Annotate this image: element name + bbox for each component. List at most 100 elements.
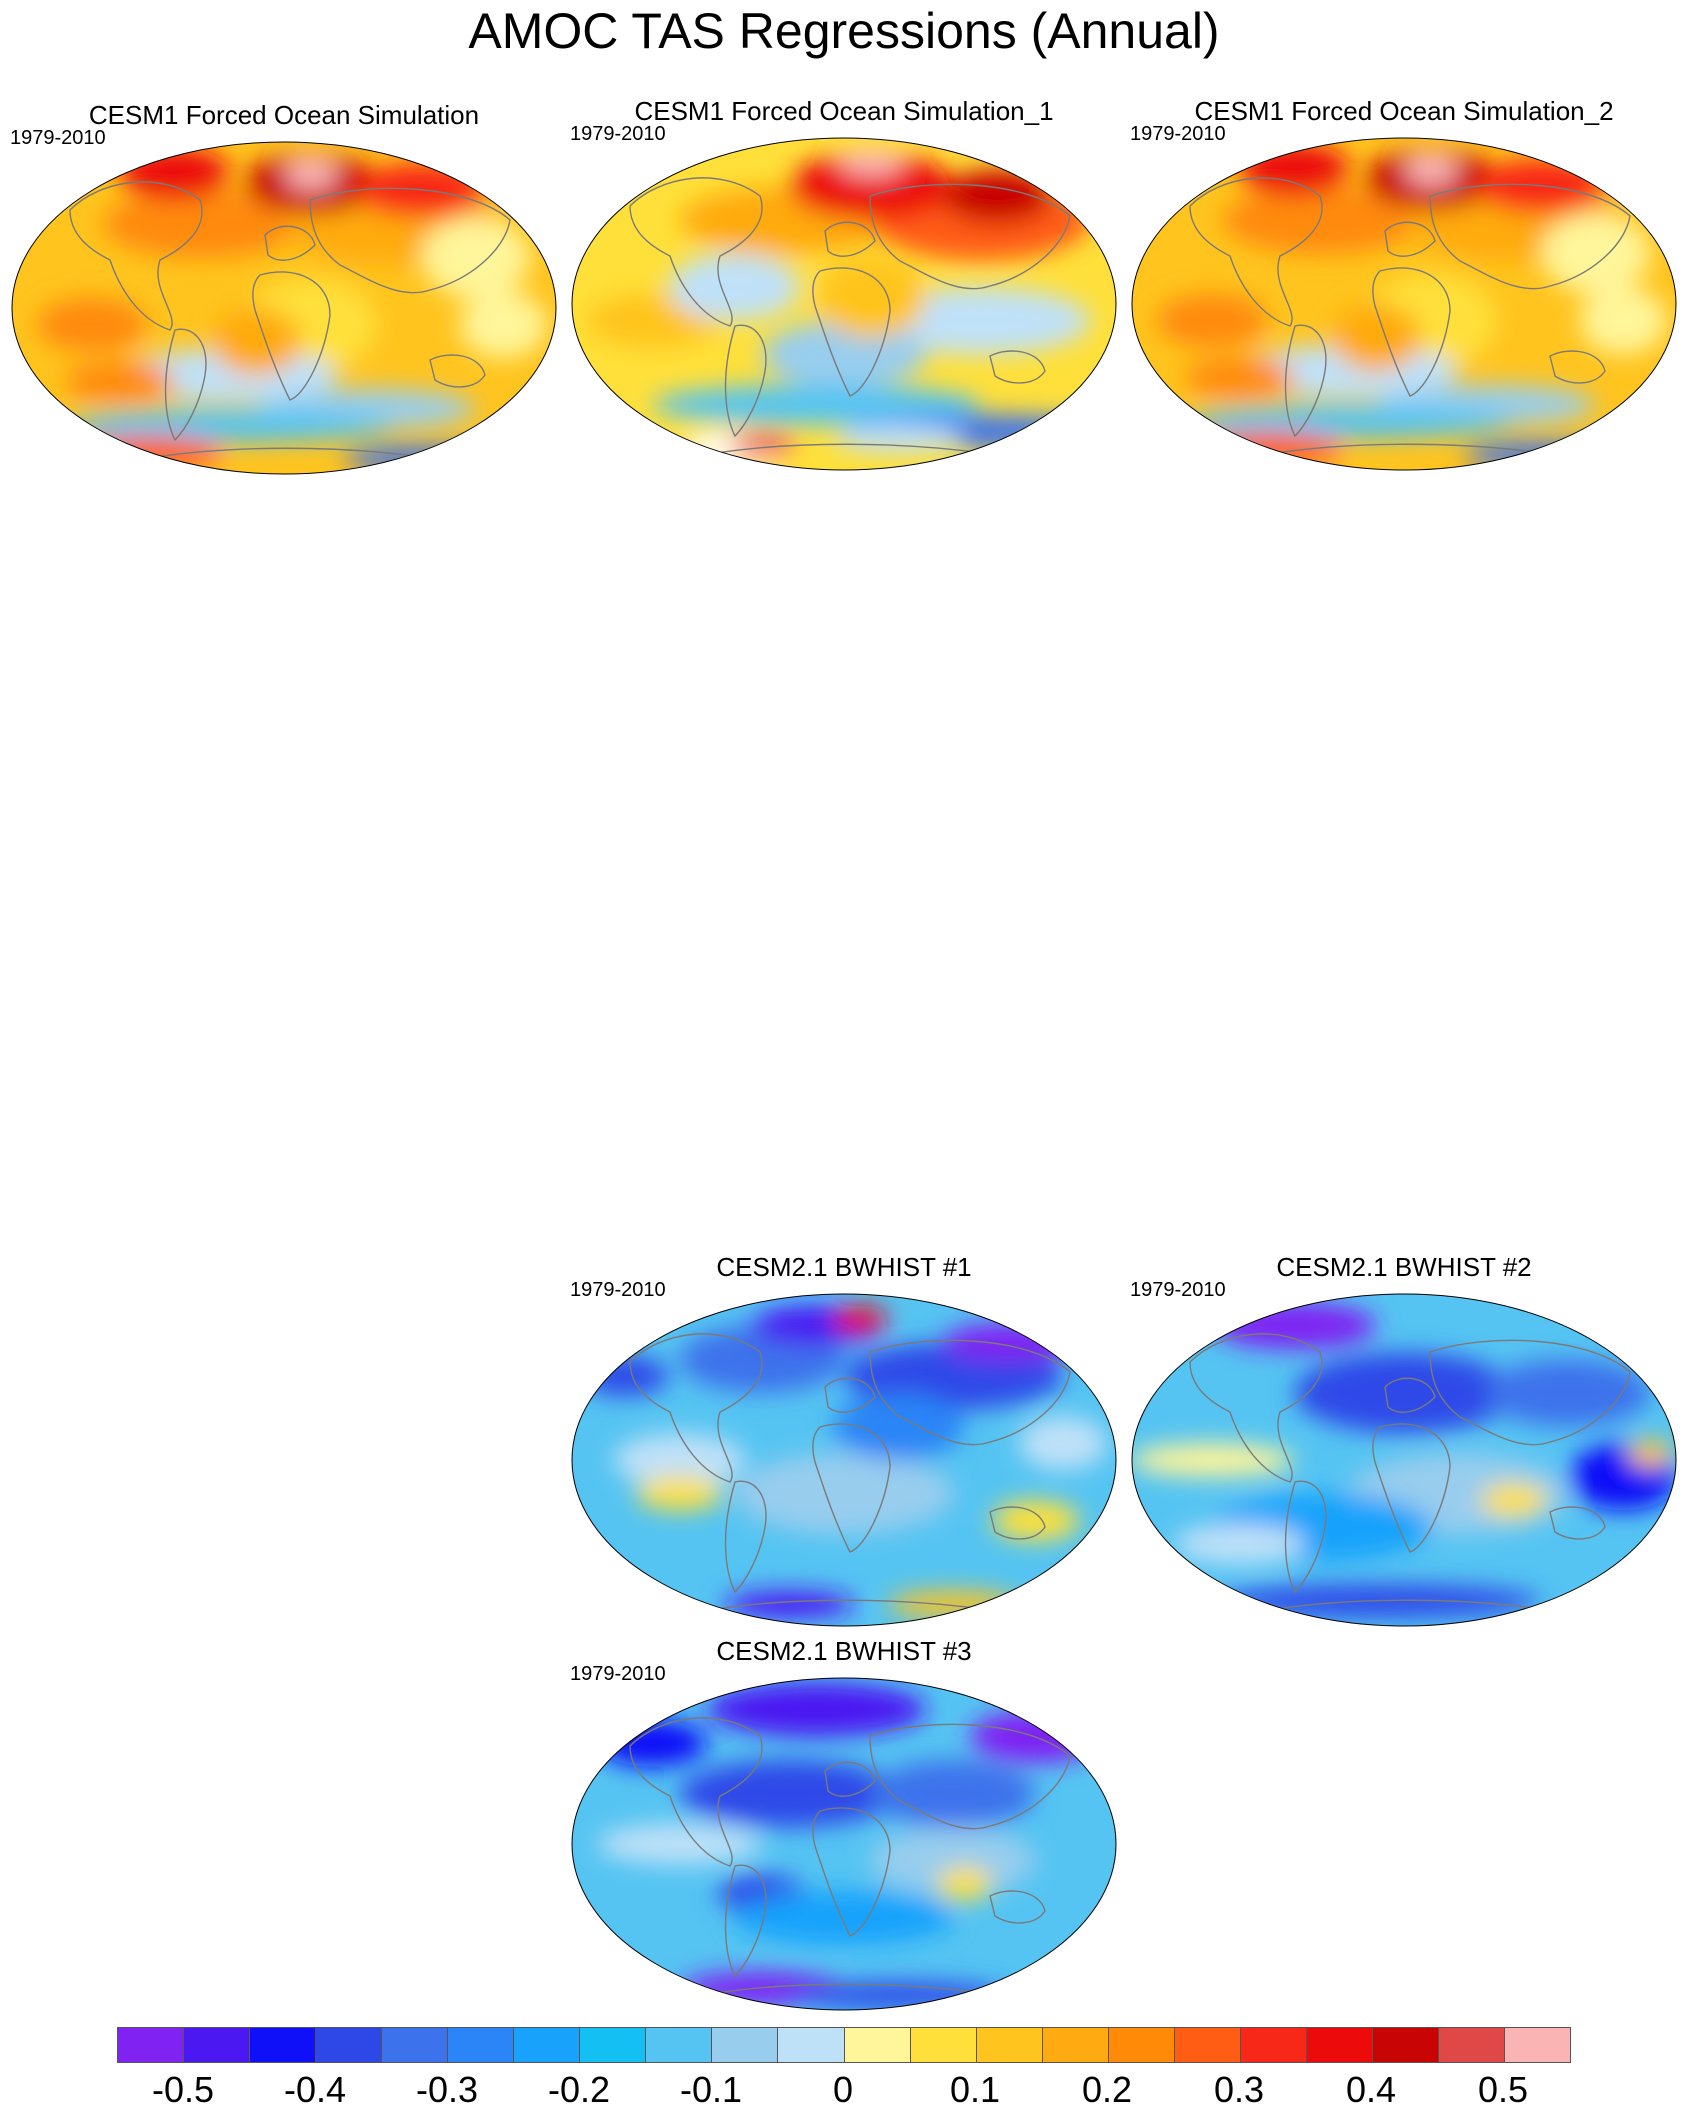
anomaly-region [1628, 1439, 1673, 1467]
panel-title: CESM1 Forced Ocean Simulation [88, 100, 480, 130]
colorbar-swatch [1372, 2028, 1439, 2062]
anomaly-region [1404, 152, 1459, 187]
coastline [709, 1983, 991, 1995]
panel-years: 1979-2010 [10, 127, 106, 149]
anomaly-region [1239, 142, 1350, 197]
anomaly-region [37, 297, 148, 352]
anomaly-region [1480, 1483, 1547, 1518]
anomaly-region [119, 146, 230, 201]
coastline [1549, 1506, 1606, 1540]
panel-title: CESM1 Forced Ocean Simulation_1 [634, 96, 1054, 126]
map-border [571, 137, 1117, 471]
panel-title: CESM2.1 BWHIST #2 [1276, 1252, 1532, 1282]
figure-title: AMOC TAS Regressions (Annual) [468, 3, 1220, 59]
anomaly-region [833, 1392, 965, 1460]
world-map [1131, 1293, 1677, 1627]
panel-years: 1979-2010 [570, 123, 666, 145]
anomaly-region [1019, 1416, 1108, 1471]
anomaly-region [459, 291, 548, 359]
anomaly-region [1157, 293, 1267, 348]
anomaly-region [597, 1823, 762, 1865]
anomaly-region [937, 1867, 992, 1902]
coastline [812, 1807, 891, 1937]
coastline [1189, 177, 1323, 327]
coastline [812, 267, 891, 397]
anomaly-region [70, 435, 224, 470]
coastline [1384, 221, 1436, 257]
colorbar-swatch [1438, 2028, 1505, 2062]
anomaly-region [1294, 1352, 1514, 1434]
coastline [264, 225, 316, 261]
anomaly-region [1486, 1359, 1651, 1427]
coastline [429, 354, 486, 388]
colorbar-tick-label: 0.1 [949, 2069, 1001, 2110]
coastline [709, 443, 991, 455]
anomaly-region [728, 435, 795, 456]
colorbar-swatch [250, 2028, 317, 2062]
anomaly-region [833, 1305, 888, 1333]
anomaly-region [1223, 186, 1421, 254]
coastline [989, 350, 1046, 384]
anomaly-region [707, 1682, 927, 1737]
coastline [724, 1864, 767, 1978]
anomaly-region [991, 1500, 1080, 1541]
colorbar-tick-label: -0.2 [547, 2069, 611, 2110]
coastline [629, 1717, 763, 1867]
anomaly-region [284, 156, 339, 191]
anomaly-region [212, 308, 301, 376]
coastline [1269, 1599, 1551, 1611]
world-map [11, 141, 557, 475]
anomaly-region [871, 1760, 1036, 1828]
colorbar-swatch [1108, 2028, 1175, 2062]
panel-years: 1979-2010 [1130, 123, 1226, 145]
coastline [824, 221, 876, 257]
anomaly-region [833, 424, 965, 452]
coastline [1429, 183, 1631, 290]
coastline [629, 177, 763, 327]
panel-years: 1979-2010 [570, 1279, 666, 1301]
colorbar-swatch [184, 2028, 251, 2062]
panel-title: CESM1 Forced Ocean Simulation_2 [1194, 96, 1614, 126]
anomaly-region [679, 1760, 899, 1828]
coastline [1429, 1339, 1631, 1446]
map-panel: CESM1 Forced Ocean Simulation_2 1979-2010 [1130, 96, 1678, 476]
panel-years: 1979-2010 [1130, 1279, 1226, 1301]
colorbar-swatch [316, 2028, 383, 2062]
coastline [989, 1506, 1046, 1540]
colorbar-tick-label: -0.5 [151, 2069, 215, 2110]
coastline [1269, 443, 1551, 455]
coastline [1372, 267, 1451, 397]
anomaly-region [421, 217, 531, 298]
anomaly-region [1475, 159, 1607, 214]
panel-years: 1979-2010 [570, 1663, 666, 1685]
map-panel: CESM2.1 BWHIST #1 1979-2010 [570, 1252, 1118, 1632]
anomaly-region [1184, 404, 1514, 439]
anomaly-region [1132, 1443, 1295, 1477]
panel-title: CESM2.1 BWHIST #1 [716, 1252, 972, 1282]
world-map [571, 137, 1117, 471]
coastline [869, 1339, 1071, 1446]
anomaly-region [1332, 304, 1421, 372]
anomaly-region [1173, 1523, 1306, 1565]
colorbar-swatch [580, 2028, 647, 2062]
coastline [309, 187, 511, 294]
coastline [724, 324, 767, 438]
colorbar-swatch [514, 2028, 581, 2062]
colorbar-swatch [976, 2028, 1043, 2062]
map-panel: CESM1 Forced Ocean Simulation 1979-2010 [10, 100, 558, 480]
anomaly-region [1184, 357, 1295, 399]
colorbar-swatch [910, 2028, 977, 2062]
coastline [812, 1423, 891, 1553]
colorbar-swatch [844, 2028, 911, 2062]
coastline [1189, 1333, 1323, 1483]
colorbar-swatch [1174, 2028, 1241, 2062]
colorbar-swatch [1042, 2028, 1109, 2062]
map-border [571, 1293, 1117, 1627]
colorbar-tick-label: 0.4 [1345, 2069, 1397, 2110]
coastline [149, 447, 431, 459]
coastline [869, 183, 1071, 290]
world-map [1131, 137, 1677, 471]
anomaly-region [1541, 213, 1651, 294]
anomaly-region [344, 445, 498, 473]
coastline [1284, 324, 1327, 438]
